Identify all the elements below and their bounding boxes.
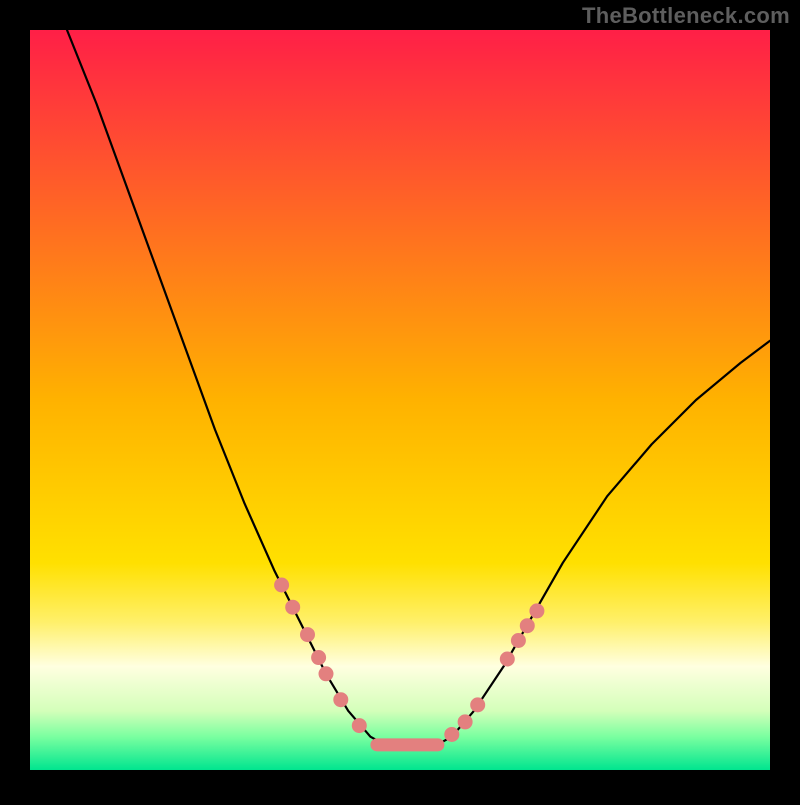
marker-right bbox=[530, 604, 544, 618]
marker-right bbox=[500, 652, 514, 666]
marker-left bbox=[312, 651, 326, 665]
plateau-marker bbox=[370, 738, 444, 751]
marker-right bbox=[458, 715, 472, 729]
bottleneck-chart bbox=[0, 0, 800, 800]
marker-right bbox=[471, 698, 485, 712]
marker-left bbox=[352, 719, 366, 733]
marker-left bbox=[301, 628, 315, 642]
plot-background bbox=[30, 30, 770, 770]
marker-right bbox=[520, 619, 534, 633]
watermark-text: TheBottleneck.com bbox=[582, 3, 790, 29]
marker-left bbox=[319, 667, 333, 681]
chart-frame: TheBottleneck.com bbox=[0, 0, 800, 800]
marker-right bbox=[445, 727, 459, 741]
marker-left bbox=[275, 578, 289, 592]
marker-left bbox=[334, 693, 348, 707]
marker-right bbox=[511, 634, 525, 648]
marker-left bbox=[286, 600, 300, 614]
